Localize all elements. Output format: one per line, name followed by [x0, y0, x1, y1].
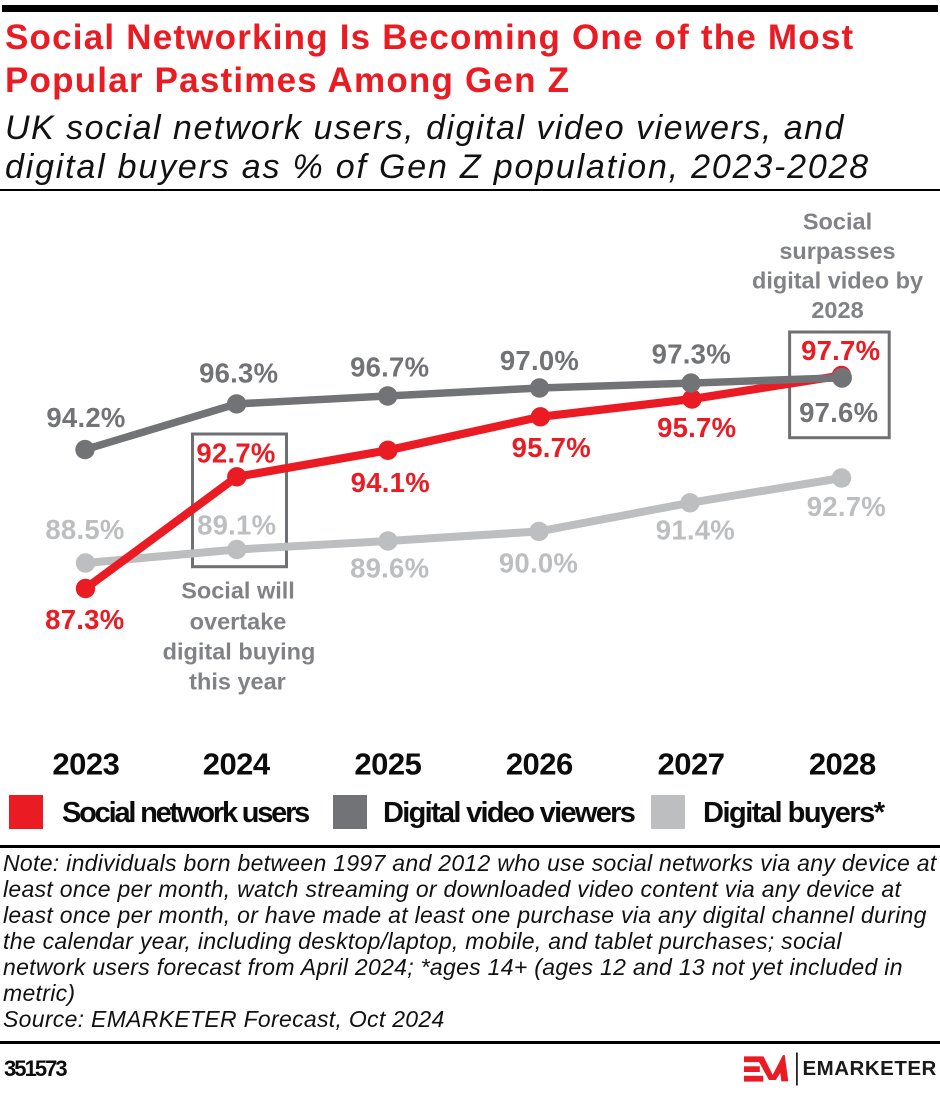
svg-text:97.3%: 97.3% — [652, 339, 731, 370]
svg-text:2028: 2028 — [811, 297, 863, 323]
svg-text:digital buying: digital buying — [163, 639, 316, 665]
svg-text:overtake: overtake — [190, 608, 287, 634]
svg-text:EMARKETER: EMARKETER — [803, 1057, 937, 1080]
svg-text:2027: 2027 — [658, 747, 725, 781]
svg-text:surpasses: surpasses — [779, 238, 895, 264]
svg-text:2023: 2023 — [52, 747, 119, 781]
svg-text:this year: this year — [189, 669, 286, 695]
svg-text:2026: 2026 — [506, 747, 573, 781]
svg-text:94.1%: 94.1% — [351, 467, 430, 498]
svg-text:95.7%: 95.7% — [512, 432, 591, 463]
svg-text:92.7%: 92.7% — [807, 491, 886, 522]
svg-text:97.6%: 97.6% — [799, 397, 878, 428]
svg-text:88.5%: 88.5% — [45, 514, 124, 545]
svg-text:92.7%: 92.7% — [196, 437, 275, 468]
svg-text:2025: 2025 — [354, 747, 421, 781]
svg-text:96.3%: 96.3% — [199, 357, 278, 388]
svg-text:Social will: Social will — [181, 578, 295, 604]
svg-text:89.1%: 89.1% — [197, 509, 276, 540]
svg-text:90.0%: 90.0% — [499, 548, 578, 579]
svg-text:2024: 2024 — [203, 747, 271, 781]
svg-text:87.3%: 87.3% — [45, 604, 124, 635]
svg-text:2028: 2028 — [809, 747, 876, 781]
svg-text:91.4%: 91.4% — [656, 515, 735, 546]
svg-text:94.2%: 94.2% — [46, 402, 125, 433]
svg-text:95.7%: 95.7% — [657, 412, 736, 443]
svg-text:97.7%: 97.7% — [801, 335, 880, 366]
svg-text:digital video by: digital video by — [752, 268, 923, 294]
svg-text:97.0%: 97.0% — [500, 345, 579, 376]
svg-text:96.7%: 96.7% — [350, 352, 429, 383]
svg-text:Social: Social — [803, 209, 872, 235]
svg-text:89.6%: 89.6% — [350, 553, 429, 584]
